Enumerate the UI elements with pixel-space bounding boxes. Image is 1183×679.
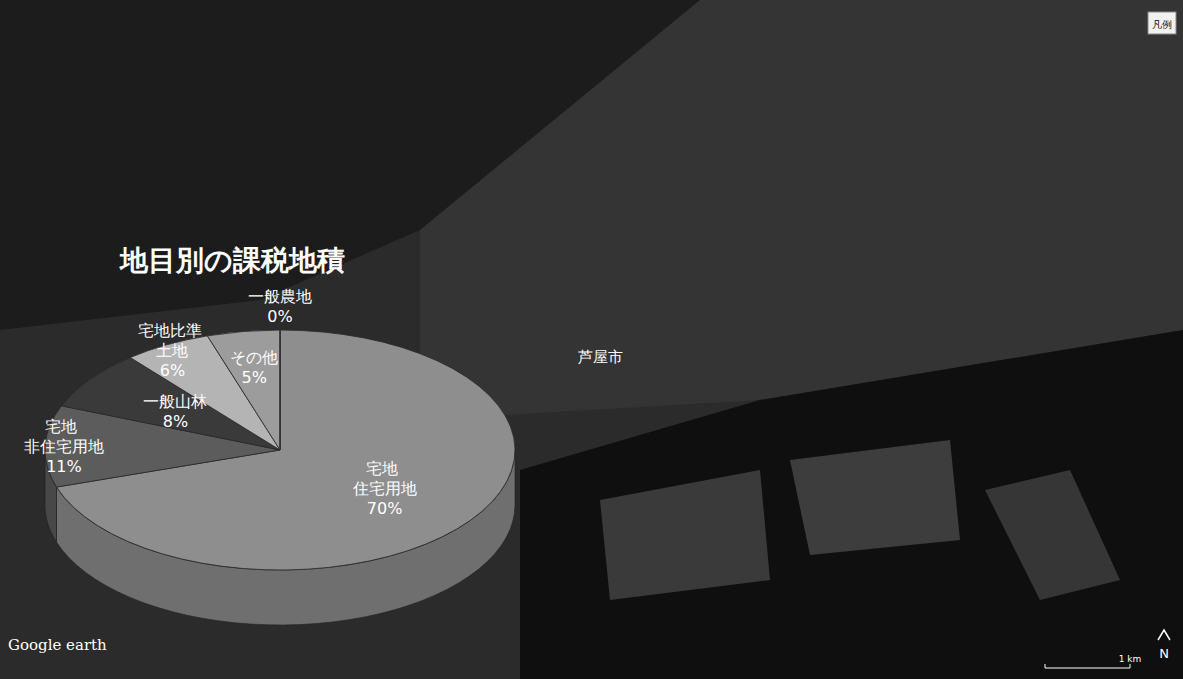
scale-bar [1045, 664, 1130, 668]
slice-category: 宅地比準 土地 [138, 321, 207, 360]
slice [280, 330, 281, 450]
slice-value: 6% [160, 361, 185, 380]
island [600, 470, 770, 600]
slice-category-line: 土地 [156, 341, 188, 360]
logo: Google earth [8, 636, 107, 654]
north-arrow [1158, 630, 1170, 640]
slice-category-line: その他 [230, 348, 278, 367]
slice-category: 宅地 住宅用地 [352, 459, 417, 498]
slice-value: 8% [163, 412, 188, 431]
slice [207, 330, 280, 450]
sea [520, 330, 1183, 679]
slice-value: 5% [242, 368, 267, 387]
scale-label: 1 km [1119, 654, 1142, 664]
slice-category-line: 宅地 [366, 459, 403, 478]
north-label: N [1159, 646, 1169, 661]
slice-category: 一般山林 [143, 392, 207, 411]
slice-category: その他 [230, 348, 278, 367]
slice-category-line: 宅地比準 [138, 321, 207, 340]
slice-category-line: 一般農地 [248, 287, 312, 306]
legend-button-label: 凡例 [1152, 19, 1172, 30]
island [790, 440, 960, 555]
slice-category-line: 宅地 [45, 417, 82, 436]
slice-value: 70% [367, 499, 403, 518]
slice-category: 一般農地 [248, 287, 312, 306]
ground [0, 0, 1183, 679]
slice-category-line: 住宅用地 [352, 479, 417, 498]
slice-value: 11% [46, 457, 82, 476]
island [985, 470, 1120, 600]
background [0, 0, 1183, 679]
legend-button [1148, 12, 1176, 34]
pie-top [45, 330, 515, 570]
slice-category-line: 非住宅用地 [24, 437, 104, 456]
slice-category: 宅地 非住宅用地 [24, 417, 104, 456]
slice-labels: 宅地 住宅用地70% 宅地 非住宅用地11% 一般山林8% 宅地比準 土地6% その他5… [24, 287, 417, 519]
chart: 芦屋市 凡例 Google earth N 1 km 宅地 住宅用地70% 宅地 非住宅用地… [0, 0, 1183, 679]
place-label: 芦屋市 [578, 348, 623, 366]
slice-category-line: 一般山林 [143, 392, 207, 411]
title: 地目別の課税地積 [118, 244, 345, 277]
slice-value: 0% [267, 307, 292, 326]
